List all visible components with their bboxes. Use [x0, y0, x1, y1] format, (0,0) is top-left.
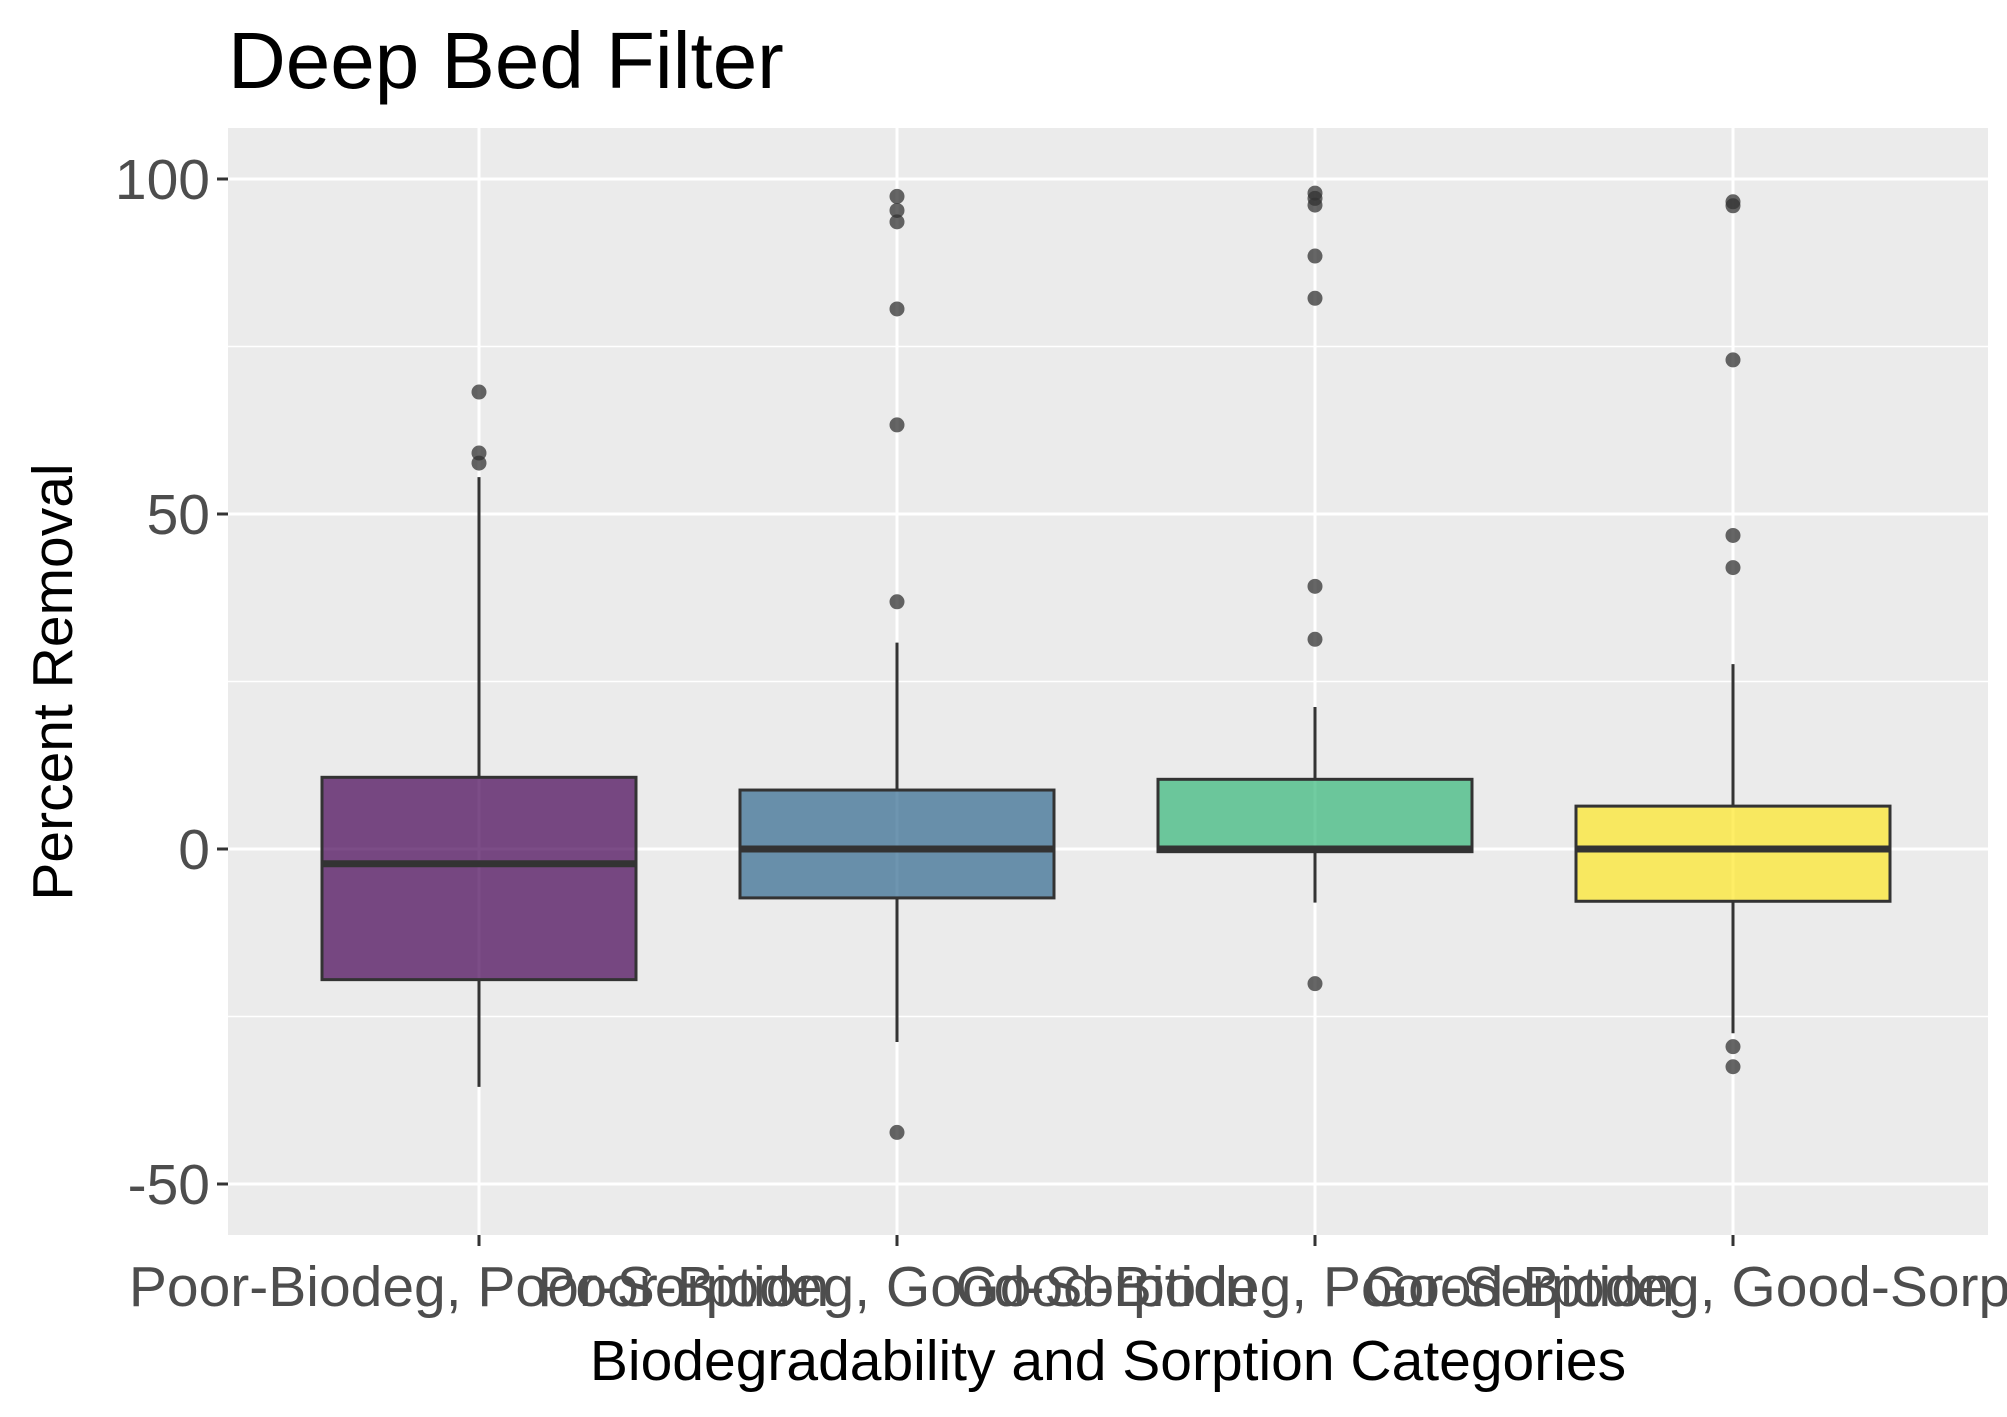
outlier-point — [1725, 560, 1741, 576]
y-tick-label: 50 — [147, 483, 210, 547]
iqr-box — [1574, 804, 1892, 903]
outlier-point — [889, 594, 905, 610]
x-tick-label: Good-Biodeg, Poor-Sorption — [955, 1255, 1674, 1319]
outlier-point — [1307, 248, 1323, 264]
y-tick-label: -50 — [128, 1153, 210, 1217]
outlier-point — [889, 417, 905, 433]
y-tick-label: 100 — [115, 148, 210, 212]
outlier-point — [1725, 1039, 1741, 1055]
iqr-box — [738, 788, 1056, 900]
outlier-point — [471, 384, 487, 400]
outlier-point — [1307, 631, 1323, 647]
outlier-point — [1307, 197, 1323, 213]
outliers-group — [471, 185, 1741, 1140]
outlier-point — [1725, 1059, 1741, 1075]
outlier-point — [889, 188, 905, 204]
y-axis: -50 0 50 100 — [115, 148, 228, 1217]
outlier-point — [1725, 352, 1741, 368]
x-tick-label: Poor-Biodeg, Good-Sorption — [537, 1255, 1256, 1319]
boxes-group — [320, 477, 1892, 1087]
x-axis-title: Biodegradability and Sorption Categories — [590, 1329, 1626, 1393]
iqr-box — [320, 775, 638, 982]
outlier-point — [889, 202, 905, 218]
outlier-point — [1725, 527, 1741, 543]
y-tick-label: 0 — [178, 818, 210, 882]
outlier-point — [889, 214, 905, 230]
x-tick-label: Poor-Biodeg, Poor-Sorption — [129, 1255, 829, 1319]
y-axis-title: Percent Removal — [21, 463, 85, 900]
chart-title: Deep Bed Filter — [228, 16, 784, 105]
outlier-point — [1307, 290, 1323, 306]
outlier-point — [471, 455, 487, 471]
outlier-point — [1307, 976, 1323, 992]
outlier-point — [1725, 198, 1741, 214]
minor-gridlines — [228, 345, 1988, 1018]
x-tick-label: Good-Biodeg, Good-Sorption — [1364, 1255, 2007, 1319]
outlier-point — [889, 301, 905, 317]
outlier-point — [889, 1124, 905, 1140]
iqr-box — [1156, 777, 1474, 854]
outlier-point — [1307, 578, 1323, 594]
